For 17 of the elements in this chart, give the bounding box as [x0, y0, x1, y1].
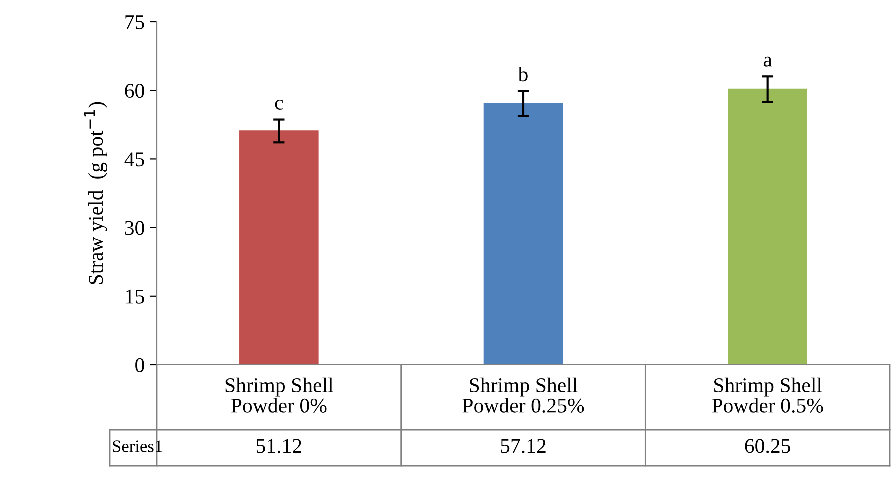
y-axis-title: Straw yield (g pot$^{−1}$): [84, 102, 108, 284]
annotation: c: [275, 100, 284, 110]
x-tick-label: Shrimp Shell Powder 0.25%: [462, 378, 584, 413]
x-tick-label: Shrimp Shell Powder 0%: [226, 378, 334, 413]
data-label: 51.12: [256, 439, 302, 454]
y-tick-label: 75: [126, 16, 144, 30]
data-label: 60.25: [745, 439, 790, 454]
y-tick-label: 60: [125, 84, 144, 98]
annotation: a: [764, 56, 772, 67]
y-tick-label: 15: [126, 290, 144, 304]
y-tick-label: 30: [125, 221, 144, 236]
annotation: b: [518, 66, 528, 82]
text: Series1: [113, 440, 162, 452]
x-tick-label: Shrimp Shell Powder 0.5%: [712, 378, 824, 413]
data-label: 57.12: [501, 439, 546, 454]
y-tick-label: 0: [136, 358, 144, 372]
y-tick-label: 45: [124, 152, 144, 167]
